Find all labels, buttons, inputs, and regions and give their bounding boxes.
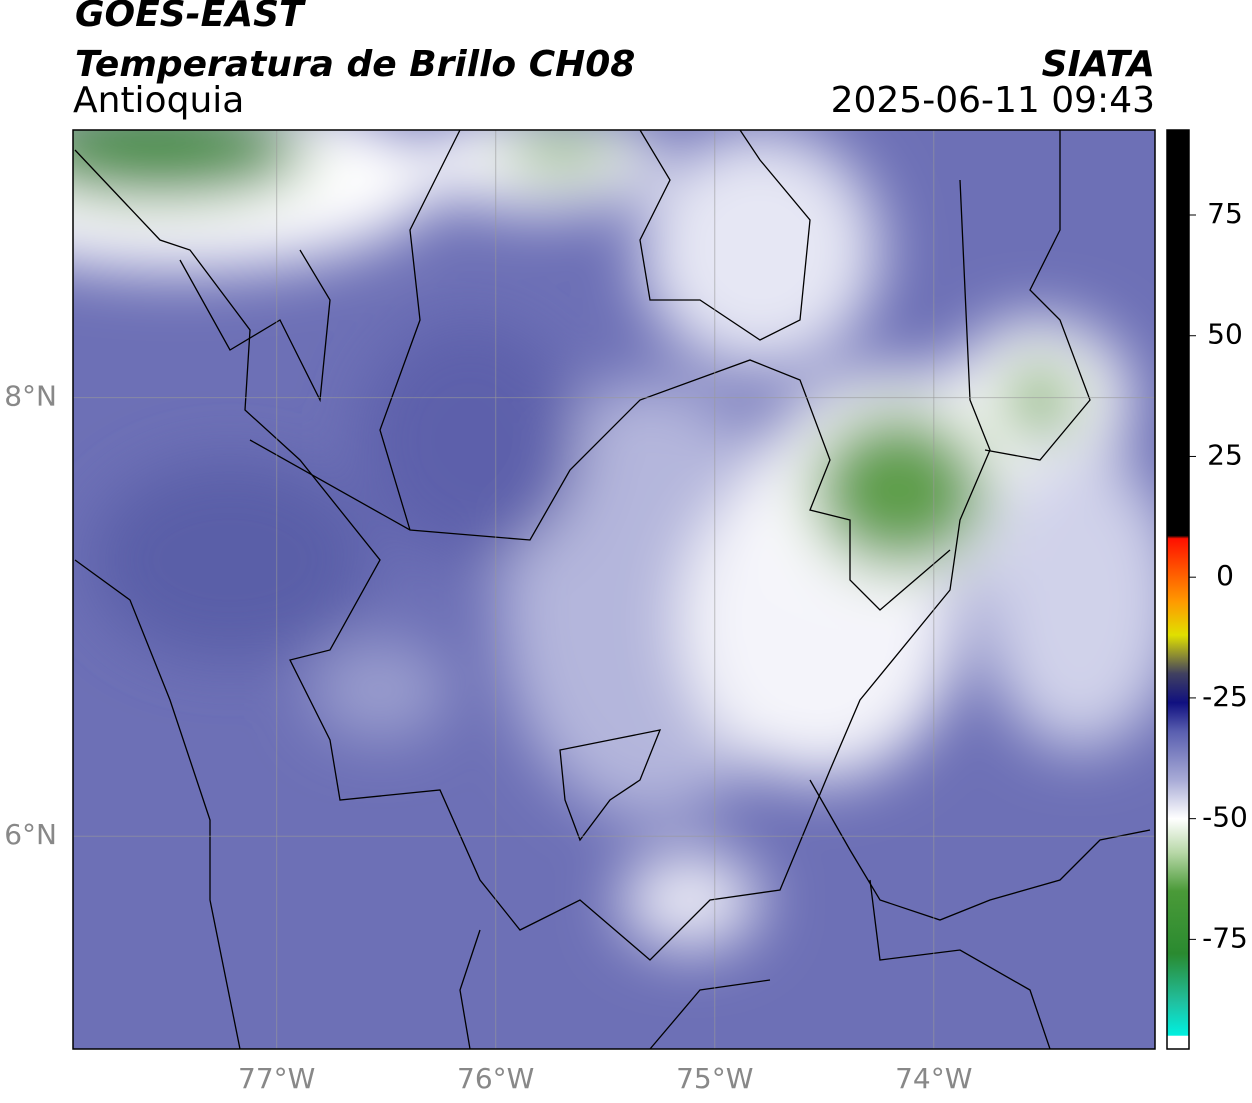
colorbar-label: 0 [1216,559,1234,592]
subtitle: Temperatura de Brillo CH08 [75,44,635,85]
lon-label: 77°W [238,1062,315,1095]
lon-label: 75°W [676,1062,753,1095]
datetime: 2025-06-11 09:43 [831,80,1155,121]
map-frame [72,129,1156,1050]
source: SIATA [1042,44,1155,85]
lon-label: 74°W [895,1062,972,1095]
colorbar-label: 75 [1207,197,1243,230]
colorbar [1166,129,1190,1050]
colorbar-label: -25 [1202,680,1248,713]
satellite-field [73,130,1155,1049]
lat-label: 6°N [4,818,57,851]
colorbar-label: -75 [1202,921,1248,954]
lat-label: 8°N [4,380,57,413]
colorbar-label: -50 [1202,801,1248,834]
colorbar-label: 25 [1207,438,1243,471]
colorbar-label: 50 [1207,318,1243,351]
title: GOES-EAST [75,0,306,35]
lon-label: 76°W [457,1062,534,1095]
region: Antioquia [73,80,244,121]
